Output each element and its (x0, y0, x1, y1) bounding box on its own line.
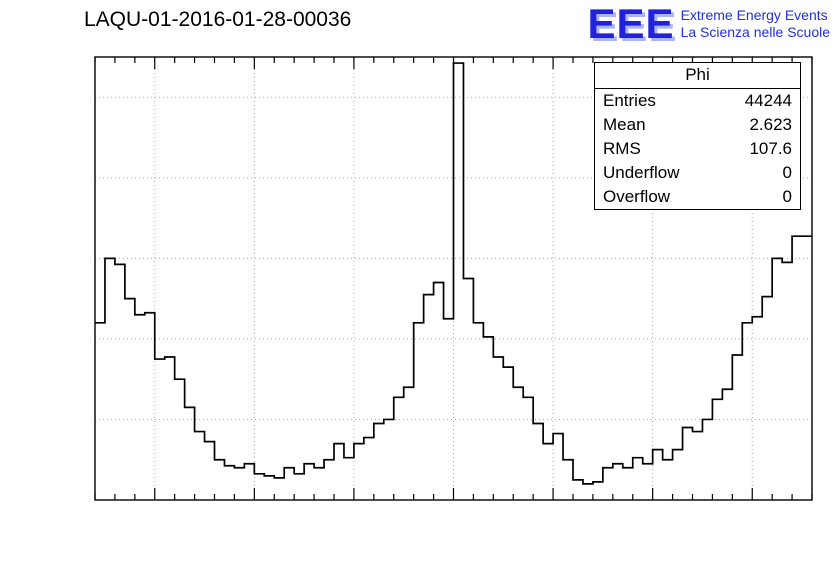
stats-row-mean: Mean 2.623 (595, 113, 800, 137)
stats-label: RMS (603, 139, 641, 158)
eee-logo-line1: Extreme Energy Events (680, 7, 828, 23)
stats-row-overflow: Overflow 0 (595, 185, 800, 209)
eee-logo-line2: La Scienza nelle Scuole (680, 24, 830, 40)
stats-label: Entries (603, 91, 656, 110)
stats-value: 2.623 (749, 115, 792, 134)
eee-logo-acronym: EEE (587, 0, 675, 47)
stats-label: Overflow (603, 187, 671, 206)
stats-value: 0 (782, 187, 792, 206)
page-title: LAQU-01-2016-01-28-00036 (84, 8, 352, 31)
eee-logo: EEE Extreme Energy Events La Scienza nel… (587, 0, 830, 47)
stats-value: 107.6 (749, 139, 792, 158)
stats-box: Phi Entries 44244 Mean 2.623 RMS 107.6 U… (594, 62, 801, 210)
stats-row-entries: Entries 44244 (595, 89, 800, 113)
stats-label: Mean (603, 115, 646, 134)
stats-value: 44244 (744, 91, 792, 110)
stats-row-underflow: Underflow 0 (595, 161, 800, 185)
stats-value: 0 (782, 163, 792, 182)
eee-logo-text: Extreme Energy Events La Scienza nelle S… (681, 4, 830, 41)
stats-label: Underflow (603, 163, 680, 182)
stats-row-rms: RMS 107.6 (595, 137, 800, 161)
stats-box-title: Phi (595, 63, 800, 89)
